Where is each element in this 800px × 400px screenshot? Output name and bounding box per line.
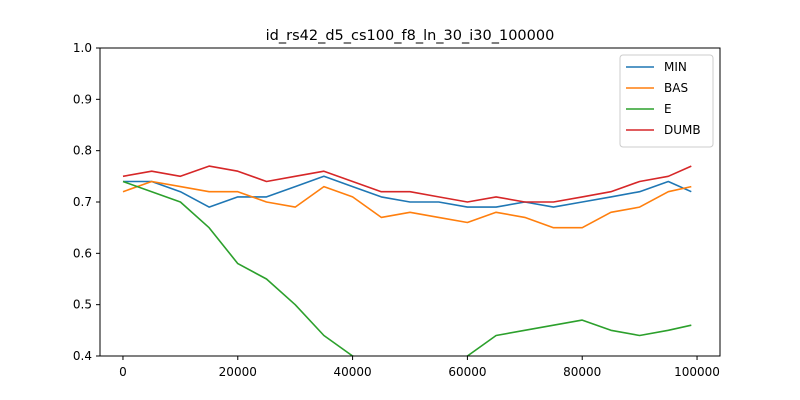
- series-line-bas: [122, 180, 692, 229]
- x-tick-label: 80000: [563, 365, 601, 379]
- chart-title: id_rs42_d5_cs100_f8_ln_30_i30_100000: [266, 28, 555, 44]
- plot-frame: [99, 47, 721, 357]
- legend-box: [619, 54, 714, 148]
- legend-label-dumb: DUMB: [664, 123, 701, 137]
- x-tick-label: 100000: [674, 365, 720, 379]
- legend-label-min: MIN: [664, 60, 687, 74]
- series-line-e: [122, 180, 692, 356]
- series-line-dumb: [122, 165, 692, 203]
- series-line-min: [123, 175, 692, 208]
- y-tick-label: 0.4: [73, 349, 92, 363]
- x-axis: 0 20000 40000 60000 80000 100000: [119, 356, 720, 379]
- y-tick-label: 0.6: [73, 246, 92, 260]
- y-axis: 0.4 0.5 0.6 0.7 0.8 0.9 1.0: [73, 41, 100, 363]
- plot-area: [122, 165, 692, 356]
- y-tick-label: 0.9: [73, 92, 92, 106]
- y-tick-label: 0.8: [73, 144, 92, 158]
- y-tick-label: 0.7: [73, 195, 92, 209]
- y-tick-label: 0.5: [73, 298, 92, 312]
- x-tick-label: 0: [119, 365, 127, 379]
- legend: MIN BAS E DUMB: [619, 54, 714, 148]
- x-tick-label: 20000: [219, 365, 257, 379]
- x-tick-label: 40000: [333, 365, 371, 379]
- y-tick-label: 1.0: [73, 41, 92, 55]
- legend-label-e: E: [664, 102, 672, 116]
- x-tick-label: 60000: [448, 365, 486, 379]
- legend-label-bas: BAS: [664, 81, 688, 95]
